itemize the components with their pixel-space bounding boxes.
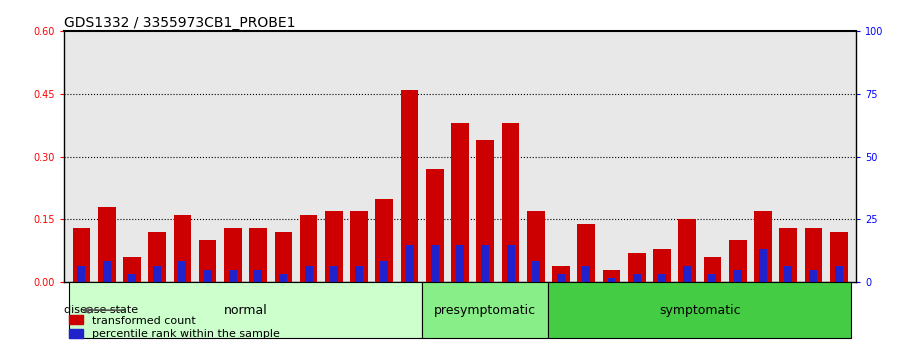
Bar	[250, 228, 267, 282]
Bar	[401, 90, 418, 282]
Bar	[779, 228, 797, 282]
Bar	[653, 249, 670, 282]
Bar	[733, 270, 742, 282]
Text: presymptomatic: presymptomatic	[435, 304, 537, 317]
Bar	[532, 262, 539, 282]
Bar	[69, 282, 422, 338]
Bar	[456, 245, 464, 282]
Bar	[224, 228, 241, 282]
Legend: transformed count, percentile rank within the sample: transformed count, percentile rank withi…	[69, 315, 280, 339]
Bar	[229, 270, 237, 282]
Bar	[552, 266, 570, 282]
Bar	[804, 228, 823, 282]
Bar	[754, 211, 772, 282]
Bar	[603, 270, 620, 282]
Bar	[830, 232, 847, 282]
Bar	[325, 211, 343, 282]
Bar	[77, 266, 86, 282]
Bar	[204, 270, 211, 282]
Bar	[679, 219, 696, 282]
Bar	[254, 270, 262, 282]
Bar	[582, 266, 590, 282]
Bar	[381, 262, 388, 282]
Bar	[548, 282, 851, 338]
Bar	[280, 274, 287, 282]
Bar	[476, 140, 494, 282]
Bar	[608, 278, 616, 282]
Bar	[557, 274, 565, 282]
Bar	[451, 123, 469, 282]
Bar	[422, 282, 548, 338]
Bar	[502, 123, 519, 282]
Bar	[431, 245, 439, 282]
Bar	[527, 211, 545, 282]
Bar	[304, 266, 312, 282]
Bar	[759, 249, 767, 282]
Bar	[481, 245, 489, 282]
Bar	[578, 224, 595, 282]
Bar	[683, 266, 691, 282]
Text: symptomatic: symptomatic	[659, 304, 741, 317]
Bar	[834, 266, 843, 282]
Bar	[426, 169, 444, 282]
Bar	[709, 274, 716, 282]
Bar	[658, 274, 666, 282]
Bar	[405, 245, 414, 282]
Text: GDS1332 / 3355973CB1_PROBE1: GDS1332 / 3355973CB1_PROBE1	[64, 16, 295, 30]
Bar	[729, 240, 746, 282]
Text: disease state: disease state	[65, 305, 138, 315]
Bar	[350, 211, 368, 282]
Bar	[199, 240, 217, 282]
Bar	[330, 266, 338, 282]
Bar	[274, 232, 292, 282]
Bar	[375, 198, 394, 282]
Bar	[174, 215, 191, 282]
Bar	[810, 270, 817, 282]
Bar	[633, 274, 640, 282]
Bar	[179, 262, 187, 282]
Bar	[123, 257, 141, 282]
Bar	[153, 266, 161, 282]
Bar	[784, 266, 793, 282]
Bar	[128, 274, 136, 282]
Bar	[507, 245, 515, 282]
Bar	[628, 253, 646, 282]
Bar	[97, 207, 116, 282]
Bar	[103, 262, 110, 282]
Bar	[355, 266, 363, 282]
Bar	[300, 215, 317, 282]
Bar	[73, 228, 90, 282]
Bar	[703, 257, 722, 282]
Text: normal: normal	[223, 304, 268, 317]
Bar	[148, 232, 166, 282]
